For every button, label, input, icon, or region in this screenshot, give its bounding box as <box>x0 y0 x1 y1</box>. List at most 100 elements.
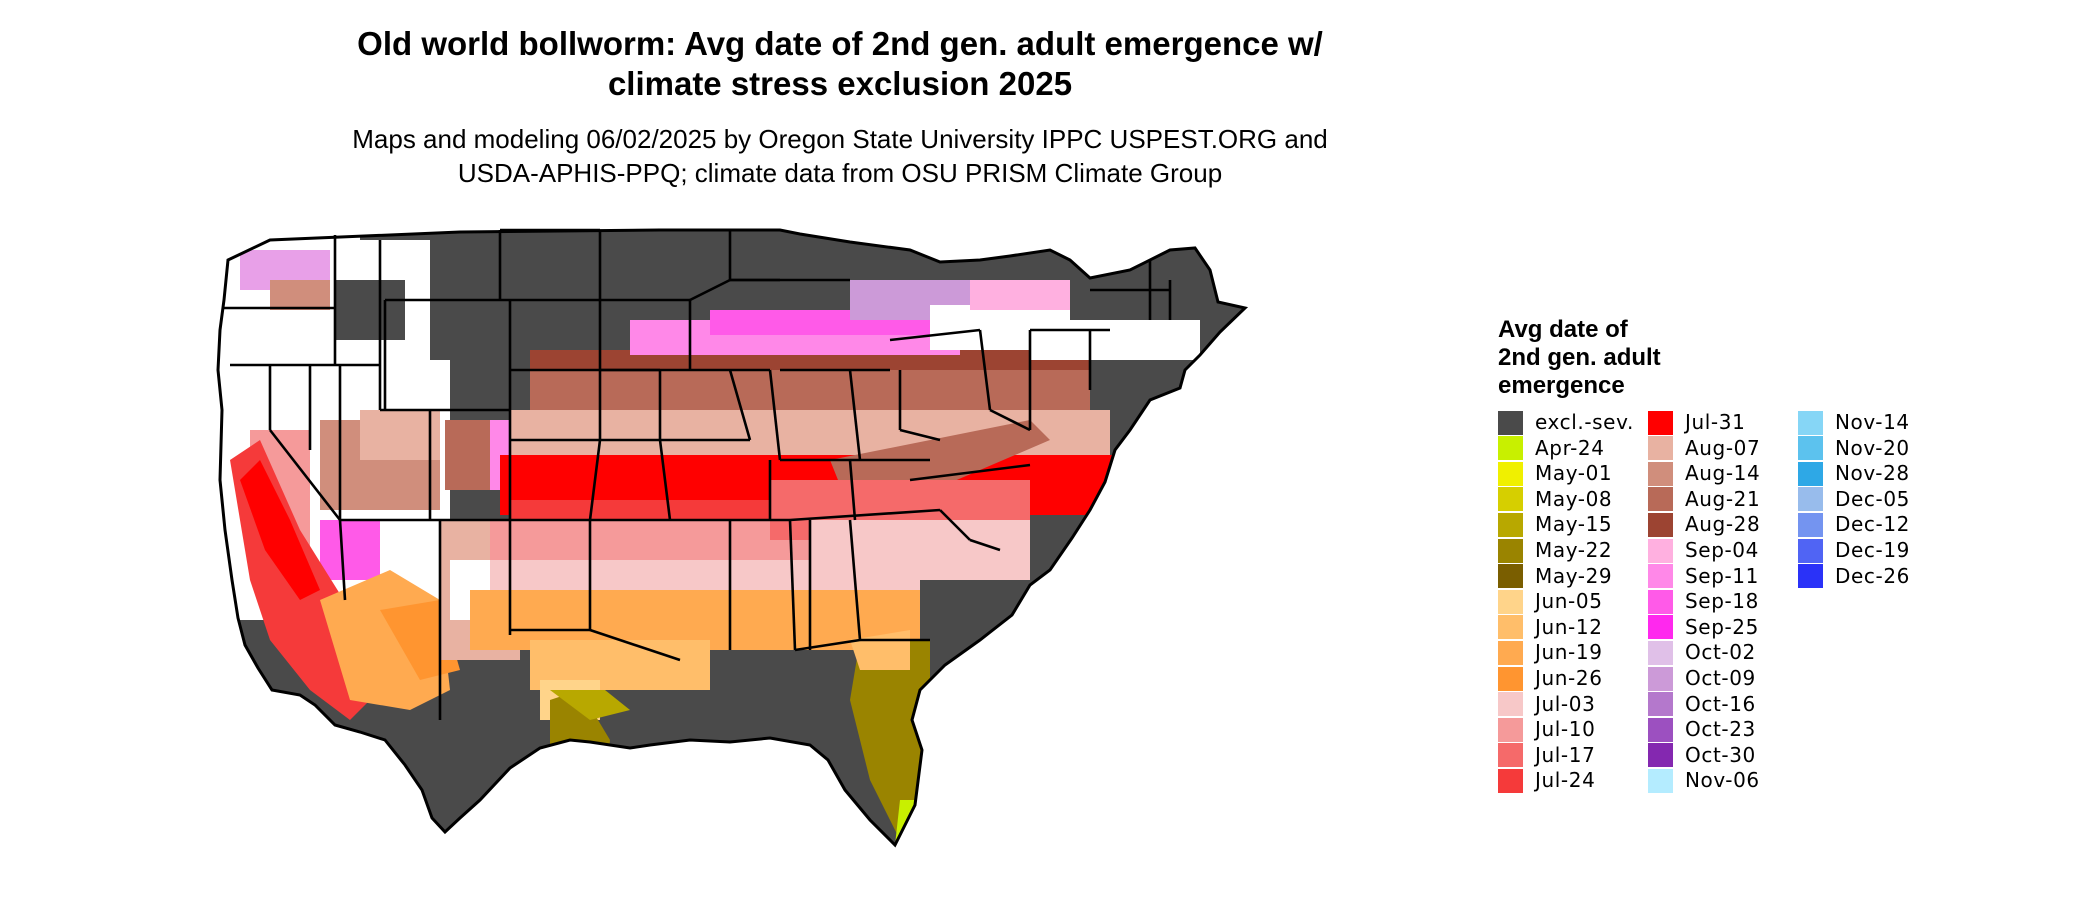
legend-swatch <box>1498 743 1523 768</box>
legend-label: May-29 <box>1535 563 1613 588</box>
legend-label: Sep-04 <box>1685 538 1759 562</box>
legend-swatch <box>1798 538 1823 563</box>
legend-label: Jul-31 <box>1685 410 1746 434</box>
legend-label: May-15 <box>1535 512 1613 537</box>
legend-item: Jun-26 <box>1498 666 1603 691</box>
legend: excl.-sev. Apr-24 May-01 May-08 May-15 May-22… <box>1498 410 2058 810</box>
legend-swatch <box>1798 410 1823 435</box>
legend-swatch <box>1648 717 1673 742</box>
legend-item: Aug-28 <box>1648 512 1760 537</box>
legend-item: Jul-03 <box>1498 692 1595 717</box>
legend-item: Sep-25 <box>1648 615 1759 640</box>
legend-swatch <box>1498 487 1523 512</box>
legend-label: Oct-30 <box>1685 742 1756 767</box>
map-subtitle-line-1: Maps and modeling 06/02/2025 by Oregon S… <box>352 124 1328 154</box>
legend-swatch <box>1648 666 1673 691</box>
legend-label: Sep-11 <box>1685 563 1759 588</box>
legend-item: Jul-24 <box>1498 768 1595 793</box>
legend-item: Aug-14 <box>1648 461 1760 486</box>
legend-item: Sep-18 <box>1648 589 1759 614</box>
legend-swatch <box>1498 717 1523 742</box>
legend-item: May-01 <box>1498 461 1612 486</box>
legend-item: Nov-20 <box>1798 436 1910 461</box>
legend-swatch <box>1498 461 1523 486</box>
legend-label: Dec-19 <box>1835 538 1910 562</box>
legend-item: Jul-17 <box>1498 743 1595 768</box>
legend-swatch <box>1648 410 1673 435</box>
legend-label: Aug-14 <box>1685 461 1761 486</box>
legend-swatch <box>1648 589 1673 614</box>
legend-label: May-22 <box>1535 538 1613 562</box>
legend-swatch <box>1648 538 1673 563</box>
legend-item: Nov-14 <box>1798 410 1910 435</box>
legend-title-line-2: 2nd gen. adult <box>1498 344 1661 371</box>
legend-swatch <box>1498 640 1523 665</box>
legend-item: May-22 <box>1498 538 1612 563</box>
legend-label: Nov-14 <box>1835 410 1910 434</box>
legend-item: Oct-09 <box>1648 666 1756 691</box>
legend-label: Dec-26 <box>1835 563 1910 588</box>
legend-swatch <box>1648 615 1673 640</box>
legend-label: Nov-28 <box>1835 461 1910 486</box>
legend-swatch <box>1648 461 1673 486</box>
legend-label: Apr-24 <box>1535 435 1605 460</box>
legend-title-line-3: emergence <box>1498 372 1625 399</box>
legend-label: Oct-09 <box>1685 666 1756 690</box>
legend-label: Nov-06 <box>1685 768 1760 793</box>
legend-swatch <box>1648 564 1673 589</box>
legend-item: Jul-31 <box>1648 410 1745 435</box>
map-title: Old world bollworm: Avg date of 2nd gen.… <box>240 24 1440 104</box>
legend-label: Jun-26 <box>1535 666 1603 690</box>
emergence-raster <box>218 230 1245 845</box>
legend-label: Jul-17 <box>1535 742 1596 767</box>
legend-item: Oct-16 <box>1648 692 1756 717</box>
map-subtitle-line-2: USDA-APHIS-PPQ; climate data from OSU PR… <box>457 158 1223 188</box>
legend-label: Dec-12 <box>1835 512 1910 537</box>
legend-swatch <box>1498 436 1523 461</box>
legend-swatch <box>1648 743 1673 768</box>
legend-label: May-01 <box>1535 461 1613 486</box>
legend-swatch <box>1798 564 1823 589</box>
legend-label: Oct-23 <box>1685 717 1756 742</box>
legend-label: Nov-20 <box>1835 435 1910 460</box>
legend-item: Jul-10 <box>1498 717 1595 742</box>
legend-item: Dec-26 <box>1798 564 1910 589</box>
legend-label: Oct-02 <box>1685 640 1756 665</box>
legend-label: Jun-19 <box>1535 640 1603 665</box>
legend-swatch <box>1498 615 1523 640</box>
legend-swatch <box>1648 487 1673 512</box>
legend-label: Oct-16 <box>1685 691 1756 716</box>
legend-item: Dec-19 <box>1798 538 1910 563</box>
legend-label: Aug-07 <box>1685 435 1761 460</box>
legend-swatch <box>1498 538 1523 563</box>
legend-item: May-15 <box>1498 512 1612 537</box>
map-title-line-1: Old world bollworm: Avg date of 2nd gen.… <box>357 25 1323 62</box>
legend-label: Aug-21 <box>1685 486 1761 511</box>
legend-item: excl.-sev. <box>1498 410 1634 435</box>
legend-item: Oct-02 <box>1648 640 1756 665</box>
legend-label: May-08 <box>1535 486 1613 511</box>
legend-item: Apr-24 <box>1498 436 1605 461</box>
legend-label: Sep-25 <box>1685 614 1759 639</box>
legend-item: Oct-23 <box>1648 717 1756 742</box>
legend-item: May-29 <box>1498 564 1612 589</box>
legend-swatch <box>1648 768 1673 793</box>
legend-swatch <box>1648 692 1673 717</box>
legend-item: Dec-05 <box>1798 487 1910 512</box>
legend-item: Sep-11 <box>1648 564 1759 589</box>
legend-title-line-1: Avg date of <box>1498 316 1628 343</box>
legend-swatch <box>1648 436 1673 461</box>
legend-swatch <box>1648 640 1673 665</box>
legend-item: Jun-05 <box>1498 589 1603 614</box>
legend-label: Jul-24 <box>1535 768 1596 793</box>
state-borders <box>222 228 1172 720</box>
legend-item: Sep-04 <box>1648 538 1759 563</box>
map-title-line-2: climate stress exclusion 2025 <box>607 65 1073 102</box>
legend-item: Nov-06 <box>1648 768 1760 793</box>
legend-label: Jul-03 <box>1535 691 1596 716</box>
legend-item: Oct-30 <box>1648 743 1756 768</box>
legend-label: Jun-12 <box>1535 614 1603 639</box>
legend-label: Sep-18 <box>1685 589 1759 614</box>
legend-swatch <box>1498 589 1523 614</box>
us-map <box>210 220 1480 900</box>
